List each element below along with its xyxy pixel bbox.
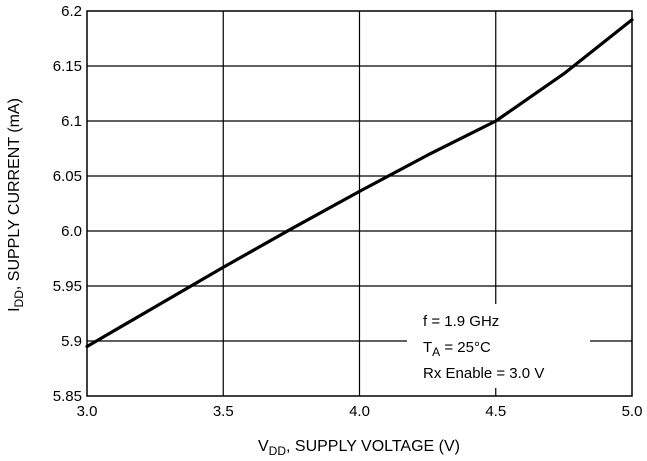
plot-frame: [86, 10, 633, 397]
x-tick-label: 4.0: [349, 403, 370, 420]
y-tick-label: 6.1: [61, 113, 82, 130]
x-tick-label: 5.0: [622, 403, 643, 420]
annotation-temperature: TA = 25°C: [423, 339, 491, 359]
annotation-bg-rect: [407, 304, 590, 388]
y-tick-label: 5.85: [53, 388, 82, 405]
x-tick-label: 4.5: [485, 403, 506, 420]
plot-frame-rect: [86, 10, 633, 397]
x-axis-label: VDD, SUPPLY VOLTAGE (V): [258, 438, 460, 458]
y-axis-label: IDD, SUPPLY CURRENT (mA): [6, 98, 26, 312]
y-tick-label: 6.2: [61, 3, 82, 20]
y-tick-label: 6.15: [53, 58, 82, 75]
series-group: [85, 18, 634, 349]
x-tick-label: 3.0: [77, 403, 98, 420]
y-tick-label: 5.9: [61, 333, 82, 350]
x-tick-labels: 3.0 3.5 4.0 4.5 5.0: [77, 403, 643, 420]
annotation-background: [407, 304, 590, 388]
y-tick-label: 6.05: [53, 168, 82, 185]
grid: [87, 11, 632, 396]
annotation-box: f = 1.9 GHz TA = 25°C Rx Enable = 3.0 V: [423, 313, 544, 382]
y-tick-label: 5.95: [53, 278, 82, 295]
x-tick-label: 3.5: [213, 403, 234, 420]
series-line: [85, 18, 634, 349]
annotation-rx-enable: Rx Enable = 3.0 V: [423, 365, 544, 382]
annotation-frequency: f = 1.9 GHz: [423, 313, 499, 330]
y-tick-label: 6.0: [61, 223, 82, 240]
y-tick-labels: 5.85 5.9 5.95 6.0 6.05 6.1 6.15 6.2: [53, 3, 82, 405]
